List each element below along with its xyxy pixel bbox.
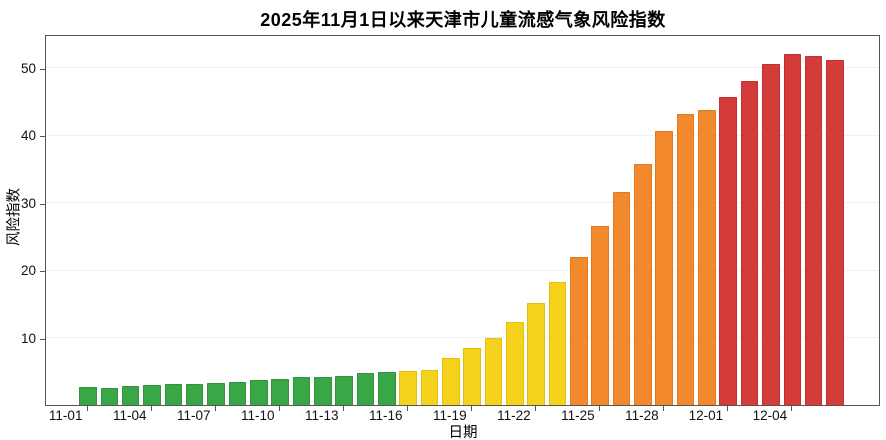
bar-11-02 [79,387,97,405]
bar-11-08 [207,382,225,405]
x-tick-mark-12-01 [727,406,729,411]
x-tick-mark-12-04 [791,406,793,411]
y-tick-mark-30 [40,203,45,205]
bar-11-17 [399,371,417,405]
x-tick-label-11-07: 11-07 [176,408,211,423]
x-tick-label-11-22: 11-22 [497,408,531,423]
y-tick-label-50: 50 [20,60,36,76]
y-tick-mark-50 [40,68,45,70]
bar-11-28 [634,163,652,405]
y-tick-label-30: 30 [20,195,36,211]
y-tick-mark-10 [40,338,45,340]
bar-11-07 [185,384,204,405]
gridline-10 [46,337,879,339]
bar-12-01 [698,110,716,405]
gridline-40 [46,134,879,136]
y-tick-mark-20 [40,271,45,273]
x-tick-label-12-04: 12-04 [752,408,788,423]
bar-11-21 [484,338,503,405]
bar-11-22 [506,322,524,405]
bar-12-02 [719,97,737,405]
y-tick-label-20: 20 [20,263,36,279]
bar-12-07 [826,59,844,405]
bar-11-26 [591,225,609,405]
x-tick-mark-11-16 [407,406,409,411]
x-tick-label-11-25: 11-25 [561,408,595,423]
bar-11-20 [463,348,481,405]
bar-12-06 [804,55,823,405]
x-tick-label-11-04: 11-04 [112,408,147,423]
bar-11-06 [164,384,183,405]
x-tick-label-11-28: 11-28 [625,408,659,423]
bar-11-27 [612,191,631,405]
bar-11-11 [271,378,289,405]
y-tick-mark-40 [40,136,45,138]
bar-11-24 [548,281,567,405]
bar-11-14 [335,376,353,405]
bar-11-23 [527,303,545,405]
x-tick-label-11-01: 11-01 [48,408,83,423]
x-tick-mark-11-01 [87,406,89,411]
bar-12-04 [762,63,780,405]
bar-11-04 [121,386,140,405]
x-tick-mark-11-13 [343,406,345,411]
x-tick-mark-11-04 [151,406,153,411]
bar-11-16 [378,371,396,405]
bar-11-09 [228,382,247,405]
x-tick-mark-11-25 [599,406,601,411]
y-axis-title: 风险指数 [6,188,23,246]
x-tick-mark-11-19 [471,406,473,411]
x-tick-label-12-01: 12-01 [688,408,724,423]
y-tick-label-10: 10 [20,330,36,346]
bar-11-30 [676,114,695,405]
gridline-50 [46,67,879,69]
x-tick-mark-11-10 [279,406,281,411]
bar-12-05 [783,53,801,405]
bar-11-15 [356,373,375,405]
x-tick-label-11-19: 11-19 [433,408,467,423]
x-tick-mark-11-22 [535,406,537,411]
bar-11-29 [655,131,673,405]
x-tick-label-11-10: 11-10 [240,408,275,423]
bar-11-25 [570,256,588,405]
x-tick-mark-11-28 [663,406,665,411]
x-axis-title: 日期 [448,425,478,440]
gridline-30 [46,202,879,204]
plot-area [45,35,880,406]
y-tick-label-40: 40 [20,128,36,144]
bar-11-03 [100,388,119,405]
gridline-20 [46,269,879,271]
x-tick-label-11-16: 11-16 [369,408,403,423]
bar-11-10 [250,380,268,405]
bar-11-18 [420,369,439,405]
x-tick-label-11-13: 11-13 [305,408,339,423]
x-tick-mark-11-07 [215,406,217,411]
bar-12-03 [740,81,759,405]
chart-title: 2025年11月1日以来天津市儿童流感气象风险指数 [260,10,666,30]
bar-11-13 [314,376,332,405]
bar-11-12 [292,377,311,405]
bar-11-19 [442,358,460,405]
bar-11-05 [143,385,161,405]
